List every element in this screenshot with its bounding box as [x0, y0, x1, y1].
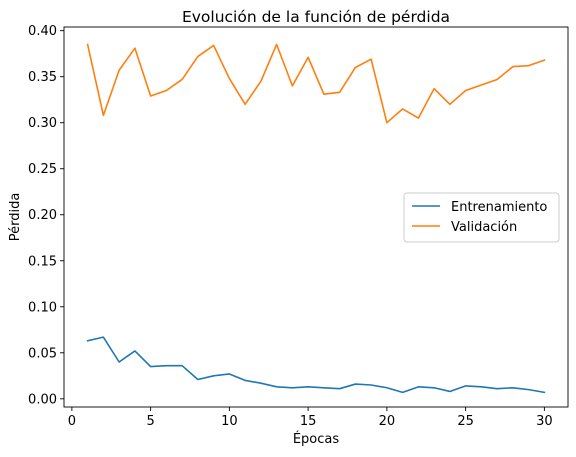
y-axis-label: Pérdida	[8, 193, 23, 242]
series-line-validacion	[86, 43, 546, 124]
y-tick-label: 0.40	[28, 24, 57, 39]
y-tick-label: 0.00	[28, 392, 57, 407]
x-axis-label: Épocas	[293, 431, 340, 447]
x-tick-label: 30	[536, 414, 553, 429]
x-tick-label: 10	[221, 414, 238, 429]
y-tick-label: 0.25	[28, 162, 57, 177]
y-tick-label: 0.20	[28, 208, 57, 223]
x-tick-label: 15	[300, 414, 317, 429]
x-tick-label: 0	[68, 414, 76, 429]
series-layer	[86, 43, 546, 394]
y-tick-label: 0.35	[28, 70, 57, 85]
legend-box	[403, 192, 560, 243]
series-line-entrenamiento	[86, 336, 546, 394]
legend-label-validacion: Validación	[451, 220, 517, 235]
chart-title: Evolución de la función de pérdida	[182, 8, 450, 26]
y-tick-label: 0.30	[28, 116, 57, 131]
x-tick-label: 5	[146, 414, 154, 429]
y-tick-label: 0.15	[28, 254, 57, 269]
plot-frame	[63, 26, 569, 408]
legend-label-entrenamiento: Entrenamiento	[451, 200, 547, 215]
y-ticks: 0.00 0.05 0.10 0.15 0.20 0.25 0.30 0.35 0.40	[28, 24, 64, 407]
x-tick-label: 20	[379, 414, 396, 429]
axes-layer	[63, 26, 569, 408]
x-tick-label: 25	[457, 414, 474, 429]
legend: Entrenamiento Validación	[403, 192, 560, 243]
y-tick-label: 0.05	[28, 346, 57, 361]
y-tick-label: 0.10	[28, 300, 57, 315]
x-ticks: 0 5 10 15 20 25 30	[68, 407, 553, 429]
